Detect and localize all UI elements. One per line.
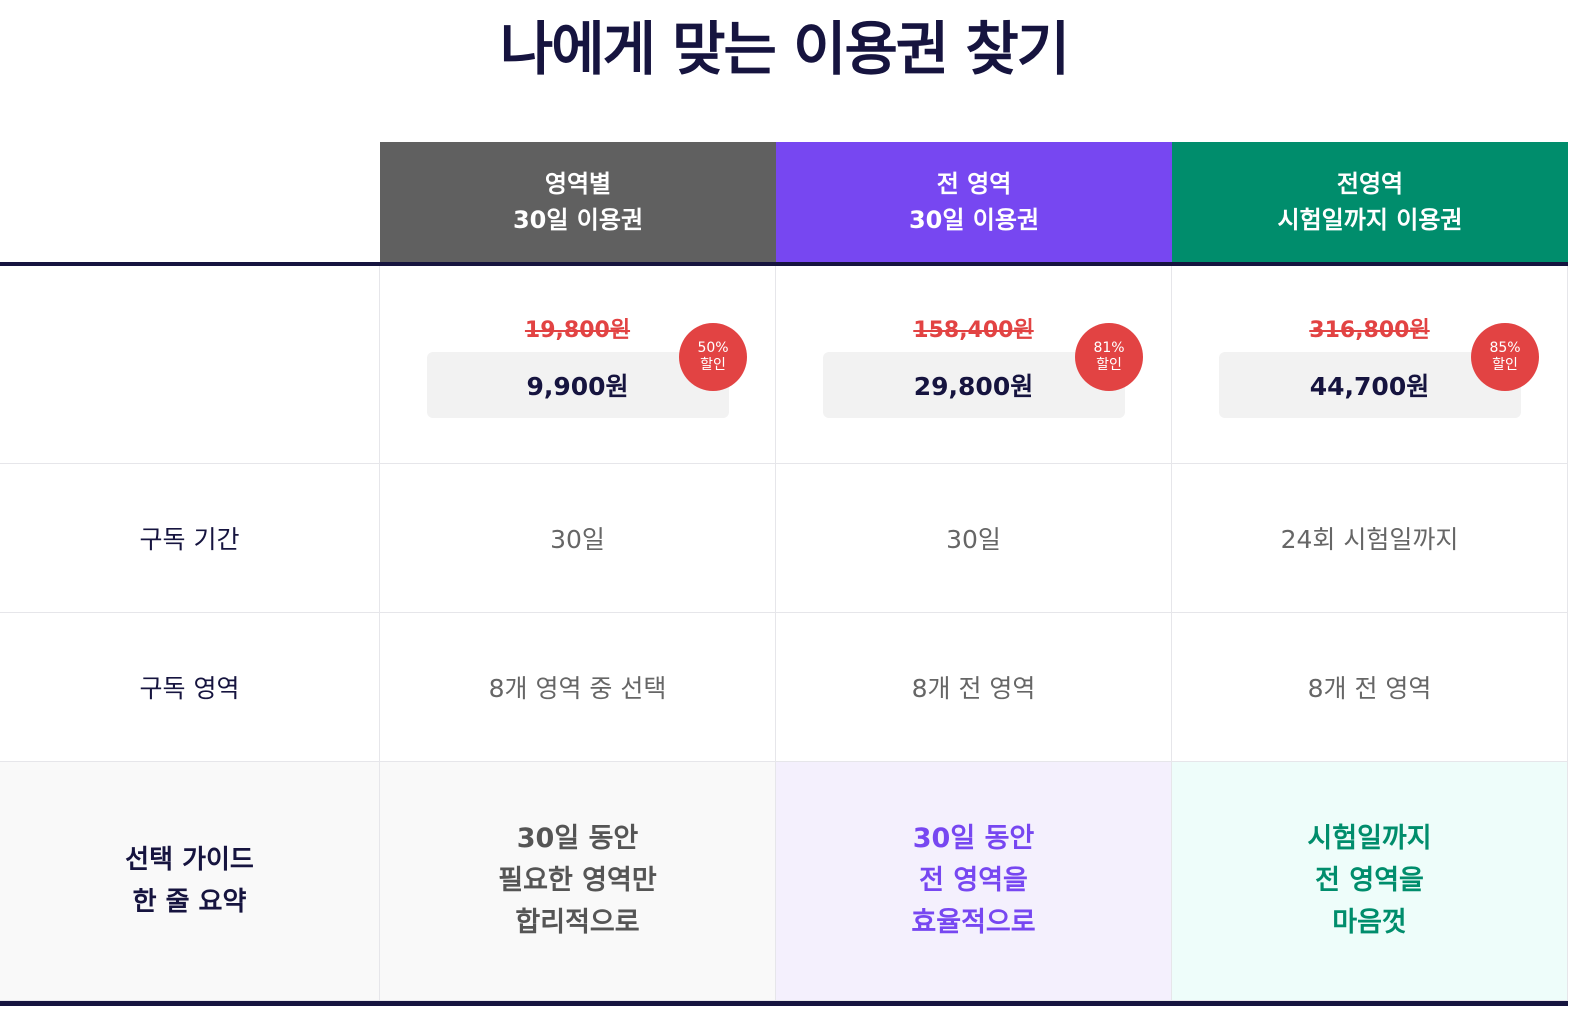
original-price: 19,800원 [524,317,631,343]
period-value: 30일 [776,464,1172,613]
guide-line: 전 영역을 [919,865,1028,896]
sale-price: 44,700원 [1218,351,1521,418]
sale-price: 9,900원 [426,351,729,418]
original-price: 158,400원 [913,317,1034,343]
discount-pct: 81% [1093,340,1125,356]
page-title: 나에게 맞는 이용권 찾기 [499,15,1070,83]
plan-header-2[interactable]: 전 영역 30일 이용권 [776,142,1172,262]
discount-badge: 50% 할인 [679,323,747,391]
period-value: 24회 시험일까지 [1172,464,1568,613]
guide-line: 전 영역을 [1315,865,1424,896]
guide-line: 시험일까지 [1307,823,1432,854]
scope-value: 8개 전 영역 [776,613,1172,762]
discount-badge: 85% 할인 [1471,323,1539,391]
discount-pct: 50% [697,340,729,356]
price-cell: 316,800원 44,700원 85% 할인 [1172,266,1568,464]
plan-name: 전영역 [1336,170,1404,198]
price-label-empty [0,266,380,464]
plan-name: 시험일까지 이용권 [1277,206,1463,234]
guide-line: 합리적으로 [515,907,640,938]
discount-word: 할인 [1492,357,1518,373]
scope-label: 구독 영역 [0,613,380,762]
guide-line: 30일 동안 [516,823,639,854]
guide-label-line: 한 줄 요약 [132,887,247,917]
plan-name: 전 영역 [936,170,1012,198]
plan-name: 30일 이용권 [908,206,1040,234]
guide-line: 필요한 영역만 [498,865,657,896]
plan-name: 30일 이용권 [512,206,644,234]
guide-label-line: 선택 가이드 [125,845,254,875]
header-divider [0,262,1568,266]
guide-line: 30일 동안 [912,823,1035,854]
discount-badge: 81% 할인 [1075,323,1143,391]
scope-value: 8개 영역 중 선택 [380,613,776,762]
plan-header-1[interactable]: 영역별 30일 이용권 [380,142,776,262]
sale-price: 29,800원 [822,351,1125,418]
plan-name: 영역별 [544,170,612,198]
price-cell: 158,400원 29,800원 81% 할인 [776,266,1172,464]
period-label: 구독 기간 [0,464,380,613]
header-empty [0,142,380,262]
guide-line: 효율적으로 [911,907,1036,938]
discount-word: 할인 [700,357,726,373]
guide-line: 마음껏 [1332,907,1407,938]
discount-pct: 85% [1489,340,1521,356]
scope-value: 8개 전 영역 [1172,613,1568,762]
period-value: 30일 [380,464,776,613]
price-cell: 19,800원 9,900원 50% 할인 [380,266,776,464]
original-price: 316,800원 [1309,317,1430,343]
discount-word: 할인 [1096,357,1122,373]
bottom-divider [0,1001,1568,1006]
